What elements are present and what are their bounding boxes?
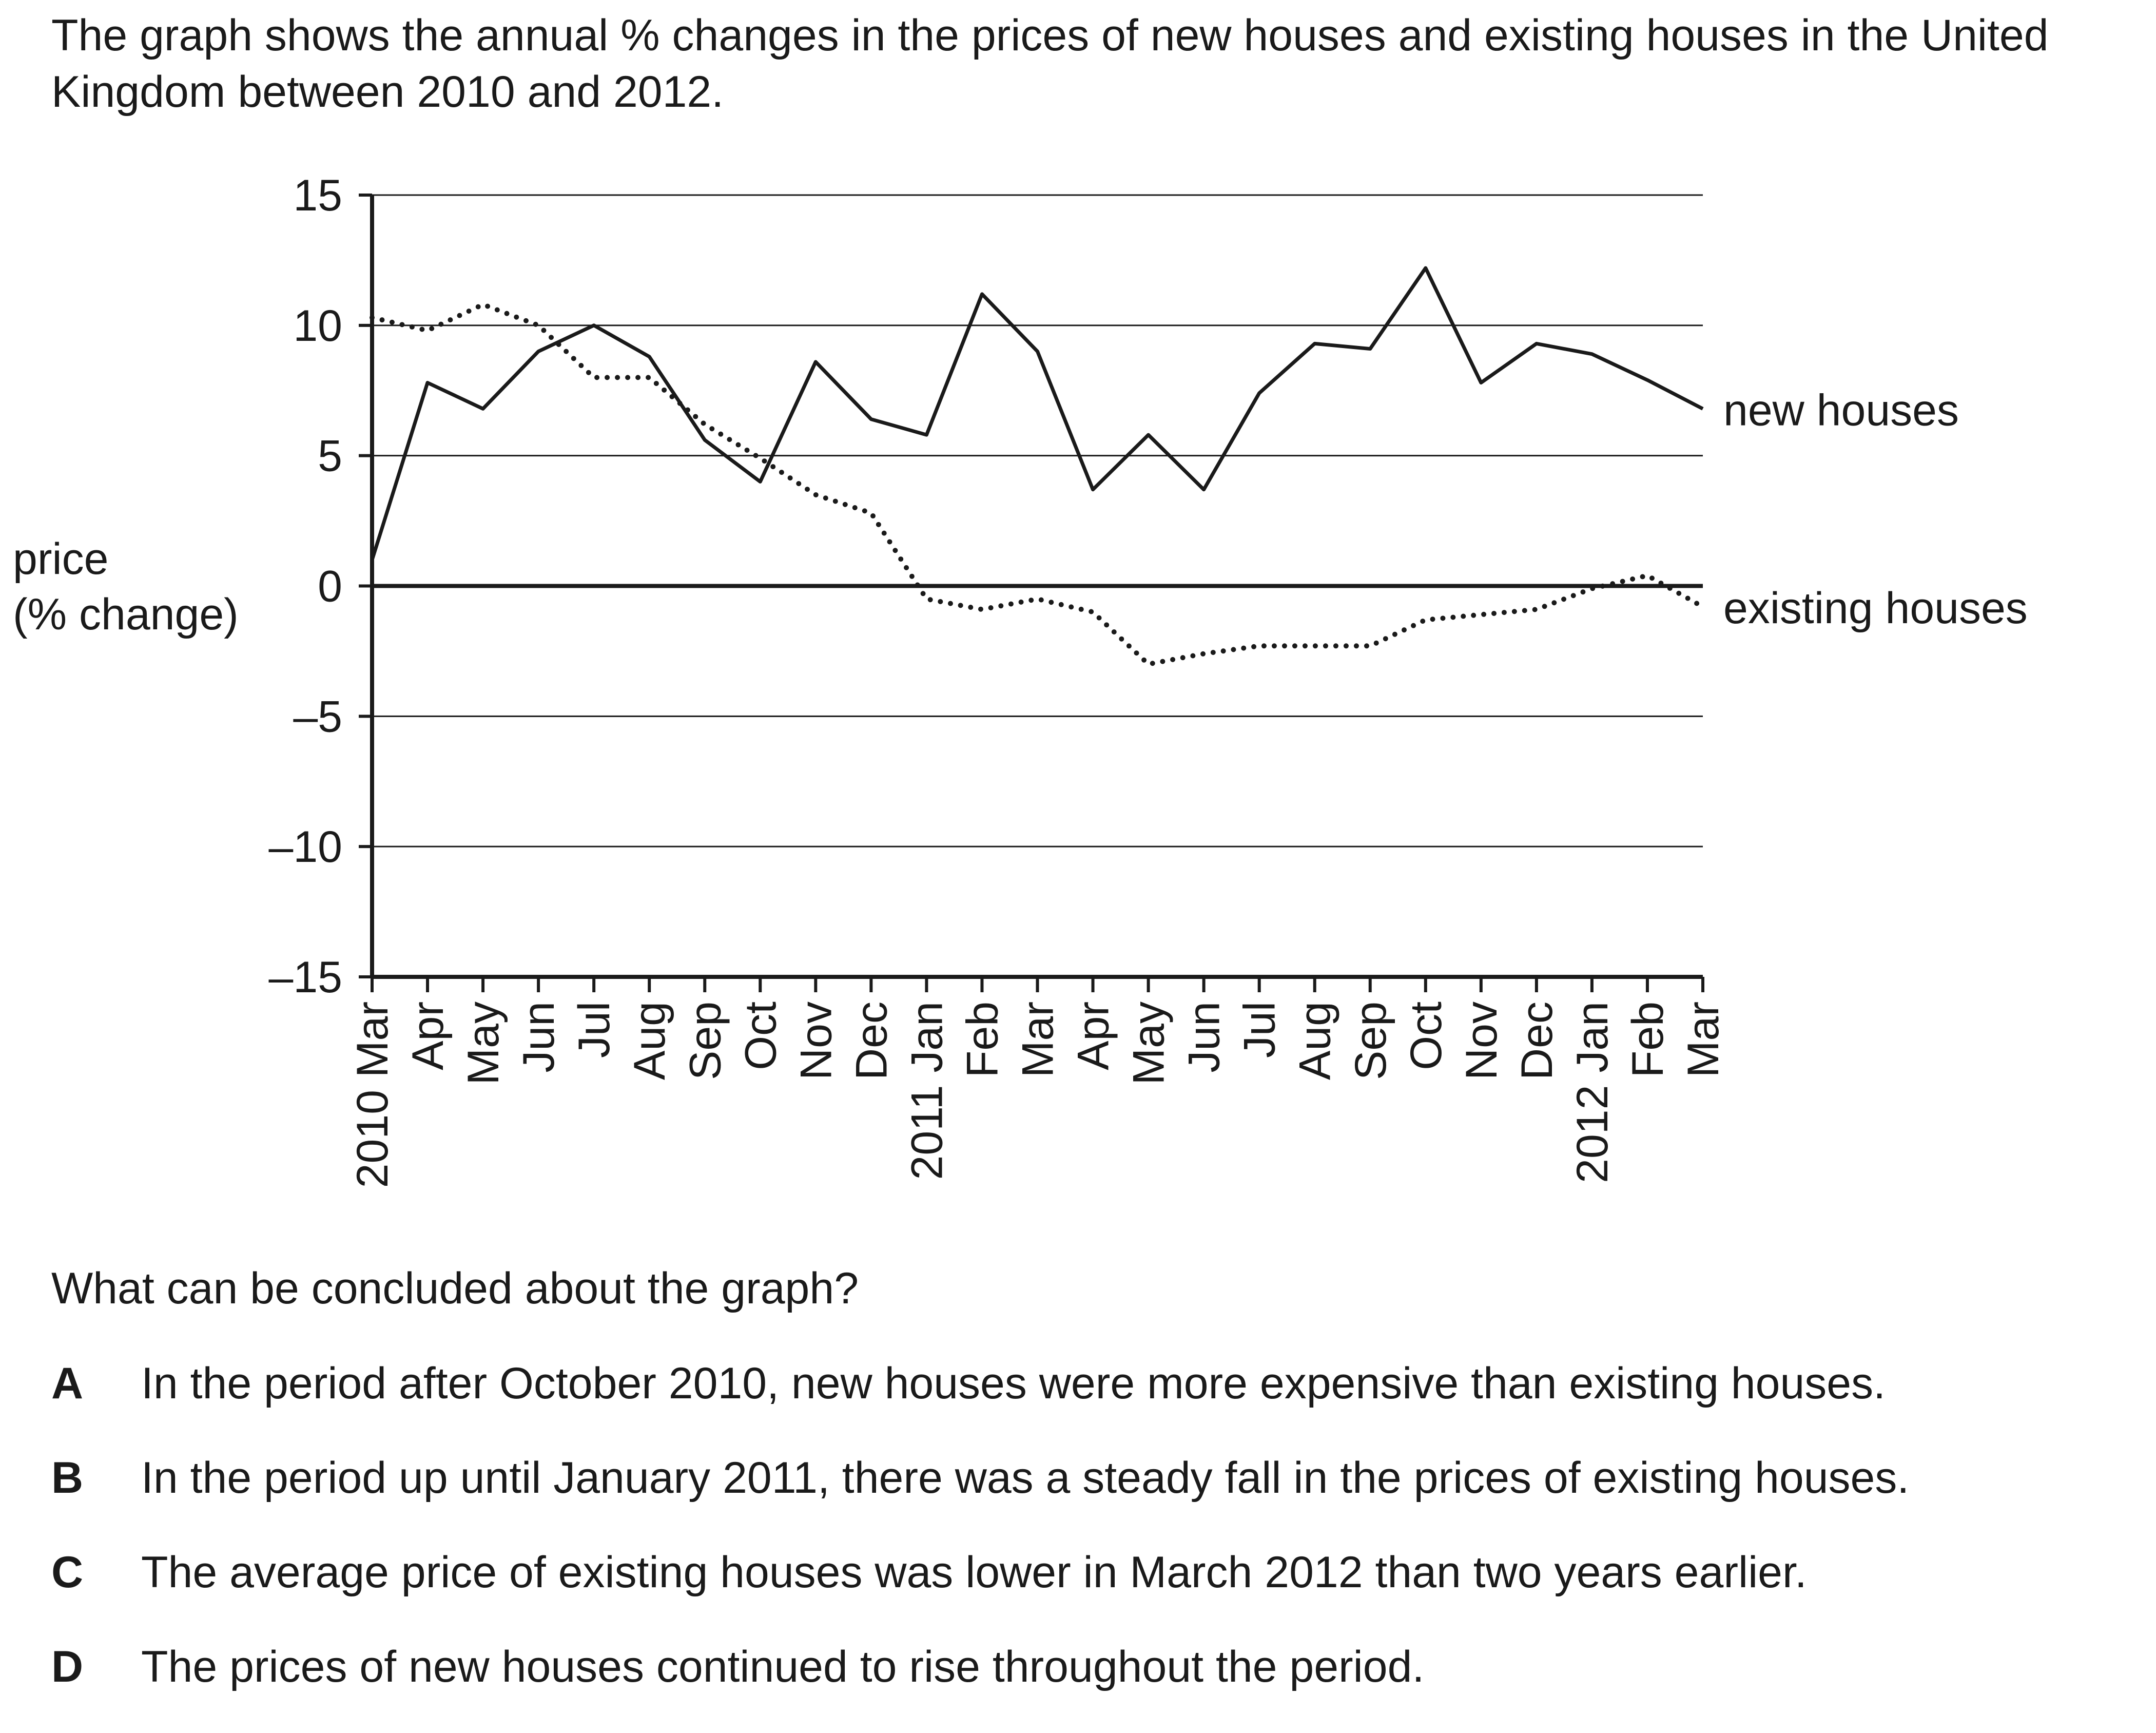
x-ticks: 2010 Mar Apr May Jun Jul Aug Sep Oct Nov Dec 2011 … [348,977,1728,1188]
existing-houses-label: existing houses [1723,584,2028,633]
y-tick-label: 0 [318,562,342,611]
option-text: In the period up until January 2011, the… [141,1453,1910,1503]
y-tick-label: 15 [293,171,342,220]
new-houses-label: new houses [1723,386,1959,435]
y-tick-label: –15 [269,953,343,1002]
option-letter: D [51,1642,84,1691]
y-tick-label: 10 [293,301,342,351]
option-letter: C [51,1548,84,1597]
x-tick-label: Feb [958,1002,1007,1077]
x-tick-label: Jul [1235,1002,1285,1058]
x-tick-label: 2011 Jan [902,1002,951,1180]
y-ticks: 15 10 5 0 –5 –10 –15 [269,171,372,1002]
option-text: The prices of new houses continued to ri… [141,1642,1425,1691]
question-text: What can be concluded about the graph? [51,1264,859,1313]
x-tick-label: Mar [1679,1002,1728,1077]
option-letter: B [51,1453,84,1503]
x-tick-label: Apr [1069,1002,1118,1070]
new-houses-line [370,266,1704,561]
y-axis-label-line2: (% change) [13,590,239,639]
x-tick-label: May [459,1002,508,1085]
x-tick-label: Dec [1512,1002,1562,1080]
x-tick-label: Sep [1346,1002,1395,1080]
y-tick-label: 5 [318,432,342,481]
series-labels: new houses existing houses [1723,386,2028,633]
x-tick-label: Oct [1402,1002,1451,1070]
grid-lines [372,194,1703,848]
x-tick-label: Jun [1180,1002,1229,1073]
existing-houses-line [370,302,1705,667]
y-axis-label-line1: price [13,534,108,584]
x-tick-label: Aug [625,1002,674,1080]
x-tick-label: Feb [1623,1002,1673,1077]
x-tick-label: Nov [1457,1002,1506,1080]
intro-text: The graph shows the annual % changes in … [51,11,2049,117]
x-tick-label: Dec [847,1002,896,1080]
series-lines [370,266,1705,667]
x-tick-label: Mar [1014,1002,1063,1077]
x-tick-label: Apr [403,1002,453,1070]
x-tick-label: Jul [570,1002,619,1058]
option-letter: A [51,1359,84,1408]
y-tick-label: –5 [293,692,342,741]
x-tick-label: May [1124,1002,1174,1085]
x-tick-label: 2010 Mar [348,1002,397,1188]
x-tick-label: 2012 Jan [1568,1002,1617,1183]
x-tick-label: Aug [1291,1002,1340,1080]
option-text: The average price of existing houses was… [141,1548,1807,1597]
x-tick-label: Sep [681,1002,730,1080]
x-tick-label: Oct [736,1002,785,1070]
x-tick-label: Jun [514,1002,564,1073]
y-tick-label: –10 [269,822,343,872]
option-text: In the period after October 2010, new ho… [141,1359,1886,1408]
x-tick-label: Nov [791,1002,841,1080]
